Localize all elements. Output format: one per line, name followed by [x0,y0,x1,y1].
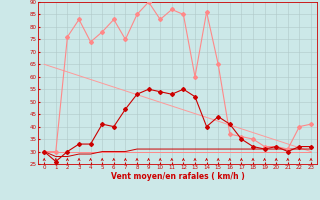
X-axis label: Vent moyen/en rafales ( km/h ): Vent moyen/en rafales ( km/h ) [111,172,244,181]
